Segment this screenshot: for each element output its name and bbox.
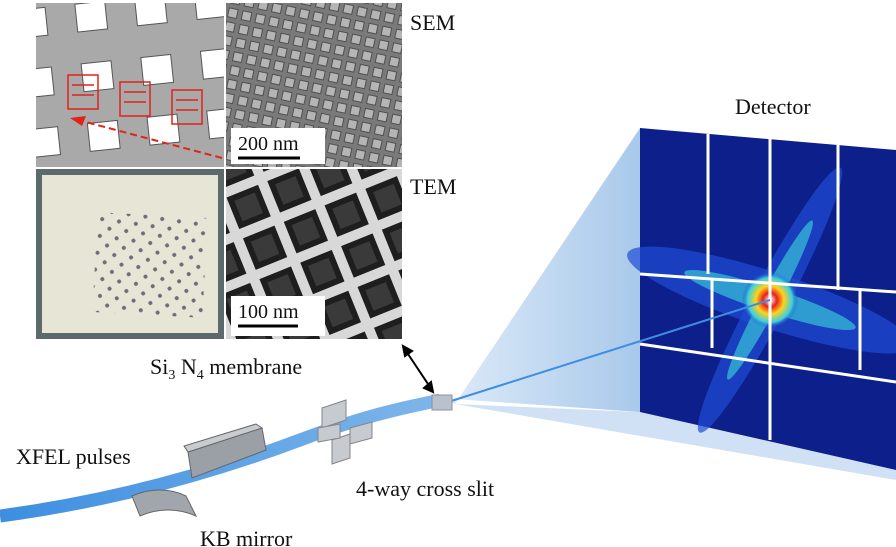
sem-label: SEM — [410, 10, 455, 35]
text-part: Si — [150, 354, 168, 379]
sample — [431, 394, 453, 411]
micrographs: 200 nm 100 nm — [34, 1, 404, 341]
subscript: 3 — [168, 368, 175, 383]
sem-overview — [35, 2, 225, 168]
xfel-label: XFEL pulses — [16, 444, 131, 469]
arrow — [401, 344, 435, 394]
text-part: N — [175, 354, 197, 379]
membrane-array — [92, 212, 208, 318]
beam — [0, 393, 442, 523]
scatter-cone — [440, 128, 640, 412]
beam-scattered — [447, 299, 771, 403]
red-marks — [67, 74, 223, 159]
tem-label: TEM — [410, 174, 456, 199]
scatter-cone — [455, 404, 896, 480]
scale-box — [231, 296, 325, 336]
text-part: membrane — [204, 354, 302, 379]
kb-mirror — [131, 489, 198, 518]
sem-scale: 200 nm — [238, 133, 299, 155]
detector-label: Detector — [735, 94, 811, 119]
slit-label: 4-way cross slit — [356, 476, 494, 501]
cross-slit — [317, 399, 373, 465]
mirror-label: KB mirror — [200, 526, 293, 547]
tem-scale: 100 nm — [238, 301, 299, 323]
subscript: 4 — [197, 368, 204, 383]
membrane-label: Si3 N4 membrane — [150, 354, 302, 383]
